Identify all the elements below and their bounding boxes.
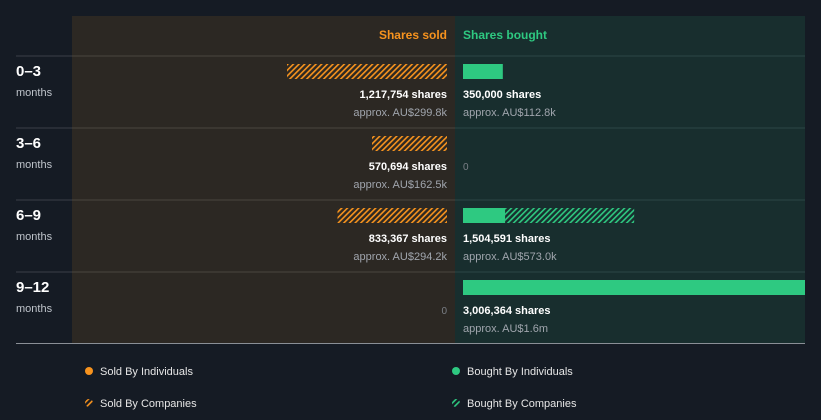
period-label: 6–9	[16, 207, 41, 224]
bought-value-label: approx. AU$112.8k	[463, 107, 556, 119]
period-label: 0–3	[16, 63, 41, 80]
legend-swatch	[85, 367, 93, 375]
sold-value-label: approx. AU$294.2k	[353, 251, 447, 263]
legend-label: Bought By Companies	[467, 398, 577, 410]
legend-label: Bought By Individuals	[467, 366, 573, 378]
period-label: 3–6	[16, 135, 41, 152]
sold-shares-label: 1,217,754 shares	[360, 89, 447, 101]
period-unit-label: months	[16, 159, 53, 171]
legend-label: Sold By Individuals	[100, 366, 193, 378]
bought-zero-label: 0	[463, 162, 469, 173]
bought-shares-label: 350,000 shares	[463, 89, 541, 101]
bought-value-label: approx. AU$1.6m	[463, 323, 548, 335]
legend-label: Sold By Companies	[100, 398, 197, 410]
bought-shares-label: 3,006,364 shares	[463, 305, 550, 317]
bought-bar	[463, 208, 506, 223]
bought-bar	[463, 280, 805, 295]
bought-bar	[505, 208, 635, 223]
sold-shares-label: 570,694 shares	[369, 161, 447, 173]
bought-shares-label: 1,504,591 shares	[463, 233, 550, 245]
period-unit-label: months	[16, 231, 53, 243]
sold-bar	[337, 208, 447, 223]
sold-bar	[372, 136, 447, 151]
sold-value-label: approx. AU$162.5k	[353, 179, 447, 191]
sold-shares-label: 833,367 shares	[369, 233, 447, 245]
bought-value-label: approx. AU$573.0k	[463, 251, 557, 263]
period-unit-label: months	[16, 303, 53, 315]
period-label: 9–12	[16, 279, 49, 296]
legend-swatch	[452, 399, 460, 407]
header-shares-sold: Shares sold	[379, 28, 447, 42]
period-unit-label: months	[16, 87, 53, 99]
sold-value-label: approx. AU$299.8k	[353, 107, 447, 119]
bought-bar	[463, 64, 503, 79]
legend-swatch	[452, 367, 460, 375]
sold-zero-label: 0	[441, 306, 447, 317]
legend-swatch	[85, 399, 93, 407]
sold-bar	[287, 64, 447, 79]
header-shares-bought: Shares bought	[463, 28, 547, 42]
